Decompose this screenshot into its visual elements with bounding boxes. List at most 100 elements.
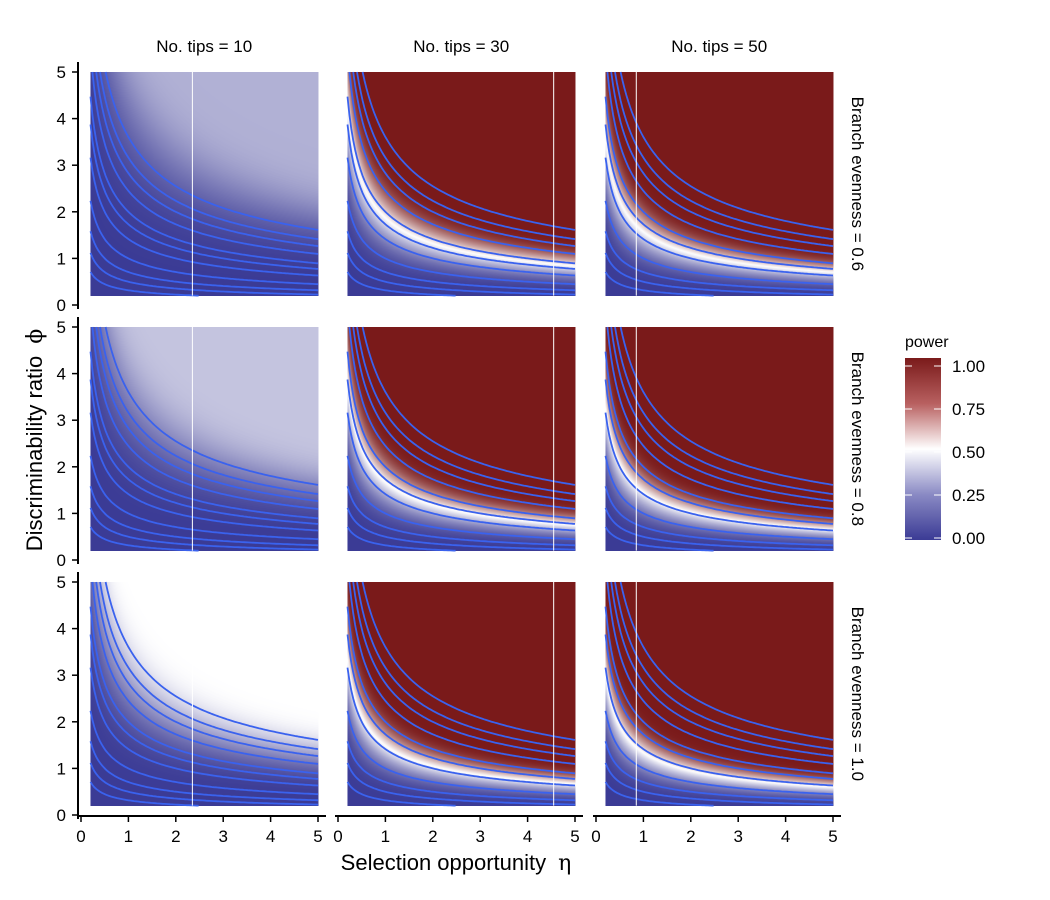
contour-line-r0-c0-3 xyxy=(89,200,319,286)
contour-line-r2-c2-8 xyxy=(610,581,834,757)
legend-break-label-1.00: 1.00 xyxy=(952,357,985,376)
contour-line-r0-c2-3 xyxy=(604,200,834,286)
contour-line-r2-c2-2 xyxy=(604,741,834,802)
y-tick-label-r2-1: 1 xyxy=(57,759,66,778)
contour-line-r1-c1-8 xyxy=(352,326,576,502)
contour-line-r1-c0-10 xyxy=(104,326,319,486)
x-tick-label-c1-2: 2 xyxy=(428,827,437,846)
x-tick-label-c2-3: 3 xyxy=(733,827,742,846)
contour-line-r2-c1-9 xyxy=(356,581,576,750)
heat-panel-r0-c1 xyxy=(347,72,576,296)
x-tick-label-c0-0: 0 xyxy=(76,827,85,846)
contour-line-r0-c0-5 xyxy=(89,124,319,270)
contour-line-r1-c0-1 xyxy=(89,507,319,551)
legend-title: power xyxy=(905,334,949,351)
x-tick-label-c1-1: 1 xyxy=(381,827,390,846)
contour-line-r0-c2-8 xyxy=(610,71,834,247)
contour-line-r0-c0-7 xyxy=(91,71,319,255)
legend-ticks: 1.00 0.75 0.50 0.25 0.00 xyxy=(905,357,985,548)
contour-line-r0-c0-8 xyxy=(95,71,319,247)
y-axis-title: Discriminability ratioϕ xyxy=(22,329,48,552)
y-tick-label-r1-0: 0 xyxy=(57,551,66,570)
x-tick-label-c0-1: 1 xyxy=(124,827,133,846)
x-tick-label-c1-0: 0 xyxy=(333,827,342,846)
contour-line-r1-c0-5 xyxy=(89,379,319,525)
contour-line-r2-c1-2 xyxy=(346,741,576,802)
contour-line-r1-c2-0 xyxy=(604,526,714,552)
contour-line-r2-c2-1 xyxy=(604,762,834,806)
y-tick-label-r0-1: 1 xyxy=(57,249,66,268)
contour-line-r1-c2-7 xyxy=(606,326,834,510)
contour-line-r1-c2-9 xyxy=(614,326,834,495)
contour-line-r2-c1-1 xyxy=(346,762,576,806)
contour-line-r1-c2-3 xyxy=(604,455,834,541)
y-tick-label-r0-3: 3 xyxy=(57,156,66,175)
contour-line-r0-c0-1 xyxy=(89,252,319,296)
y-tick-label-r0-5: 5 xyxy=(57,63,66,82)
contour-line-r0-c0-6 xyxy=(89,96,319,265)
contour-line-r2-c0-2 xyxy=(89,741,319,802)
x-tick-label-c1-3: 3 xyxy=(475,827,484,846)
contour-line-r2-c0-10 xyxy=(104,581,319,741)
contour-line-r1-c2-2 xyxy=(604,486,834,547)
contour-line-r1-c1-5 xyxy=(346,379,576,525)
contour-line-r1-c2-8 xyxy=(610,326,834,502)
contour-line-r1-c0-6 xyxy=(89,351,319,520)
y-tick-label-r2-0: 0 xyxy=(57,806,66,825)
contour-line-r2-c1-8 xyxy=(352,581,576,757)
contour-line-r2-c0-5 xyxy=(89,634,319,780)
contour-line-r0-c0-9 xyxy=(99,71,319,240)
contour-line-r0-c0-0 xyxy=(89,271,199,297)
facet-panels xyxy=(89,71,834,807)
contour-line-r2-c1-3 xyxy=(346,710,576,796)
legend-break-label-0.50: 0.50 xyxy=(952,443,985,462)
contour-line-r0-c1-0 xyxy=(346,271,456,297)
contour-line-r2-c1-10 xyxy=(361,581,576,741)
contour-line-r2-c2-9 xyxy=(614,581,834,750)
contour-line-r1-c1-7 xyxy=(348,326,576,510)
heat-panel-r1-c2 xyxy=(605,327,834,551)
contour-line-r2-c0-7 xyxy=(91,581,319,765)
x-tick-label-c0-4: 4 xyxy=(266,827,275,846)
x-tick-label-c2-2: 2 xyxy=(686,827,695,846)
heat-panel-r0-c2 xyxy=(605,72,834,296)
row-strip-label-r2: Branch evenness = 1.0 xyxy=(848,607,867,781)
contour-line-r0-c2-10 xyxy=(619,71,834,231)
contour-line-r2-c0-3 xyxy=(89,710,319,796)
contour-line-r1-c2-1 xyxy=(604,507,834,551)
contour-line-r2-c1-7 xyxy=(348,581,576,765)
contour-line-r0-c1-8 xyxy=(352,71,576,247)
contour-line-r1-c0-8 xyxy=(95,326,319,502)
contour-line-r2-c0-0 xyxy=(89,781,199,807)
contour-line-r1-c2-5 xyxy=(604,379,834,525)
x-tick-label-c2-1: 1 xyxy=(639,827,648,846)
contour-line-r0-c2-2 xyxy=(604,231,834,292)
x-tick-label-c1-4: 4 xyxy=(523,827,532,846)
contour-line-r1-c2-4 xyxy=(604,412,834,532)
contour-line-r0-c1-7 xyxy=(348,71,576,255)
y-tick-label-r0-2: 2 xyxy=(57,203,66,222)
y-tick-label-r1-2: 2 xyxy=(57,458,66,477)
y-tick-label-r2-3: 3 xyxy=(57,666,66,685)
contour-line-r1-c1-4 xyxy=(346,412,576,532)
heat-panel-r1-c0 xyxy=(90,327,319,551)
contour-line-r1-c0-3 xyxy=(89,455,319,541)
x-tick-label-c2-5: 5 xyxy=(828,827,837,846)
contour-line-r1-c1-1 xyxy=(346,507,576,551)
contour-line-r2-c2-10 xyxy=(619,581,834,741)
contour-line-r2-c1-4 xyxy=(346,667,576,787)
contour-line-r2-c0-8 xyxy=(95,581,319,757)
heat-panel-r0-c0 xyxy=(90,72,319,296)
contour-line-r0-c1-5 xyxy=(346,124,576,270)
legend-break-label-0.00: 0.00 xyxy=(952,529,985,548)
contour-line-r0-c0-2 xyxy=(89,231,319,292)
contour-line-r2-c2-5 xyxy=(604,634,834,780)
contour-line-r1-c2-10 xyxy=(619,326,834,486)
contour-line-r1-c1-3 xyxy=(346,455,576,541)
y-tick-label-r2-5: 5 xyxy=(57,573,66,592)
contour-line-r1-c0-7 xyxy=(91,326,319,510)
contour-line-r2-c2-4 xyxy=(604,667,834,787)
contour-line-r1-c0-2 xyxy=(89,486,319,547)
contour-line-r2-c1-0 xyxy=(346,781,456,807)
